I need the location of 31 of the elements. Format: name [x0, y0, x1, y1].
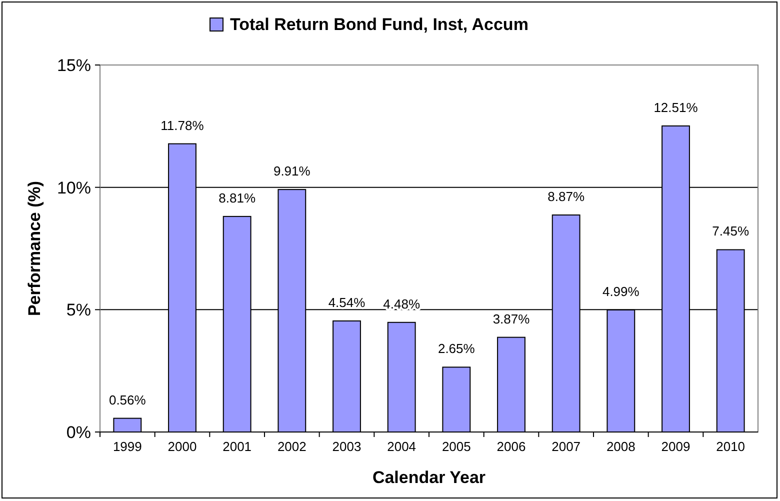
x-tick-label: 2002 — [277, 439, 306, 454]
x-tick-label: 2005 — [442, 439, 471, 454]
legend-label: Total Return Bond Fund, Inst, Accum — [230, 15, 528, 34]
data-label: 8.87% — [548, 188, 585, 204]
data-label: 9.91% — [273, 164, 311, 179]
x-tick-label: 2004 — [387, 439, 416, 454]
y-tick-label: 0% — [66, 422, 91, 442]
x-tick-label: 2003 — [332, 439, 362, 454]
data-label: 4.54% — [328, 294, 366, 310]
data-label: 11.78% — [160, 118, 204, 133]
y-tick-label: 5% — [66, 300, 91, 320]
y-axis-title: Performance (%) — [25, 180, 44, 316]
data-label: 7.45% — [712, 224, 750, 239]
x-tick-label: 2010 — [716, 439, 746, 454]
x-tick-label: 2009 — [661, 439, 690, 454]
data-label: 2.65% — [438, 341, 476, 356]
data-label: 3.87% — [492, 311, 530, 326]
data-label: 0.56% — [108, 392, 146, 408]
x-tick-label: 2007 — [552, 439, 581, 454]
y-tick-label: 10% — [56, 178, 91, 198]
x-tick-label: 2001 — [222, 439, 252, 454]
data-label: 4.99% — [602, 284, 640, 299]
x-tick-label: 2008 — [606, 439, 636, 454]
x-axis-title: Calendar Year — [372, 468, 486, 487]
x-tick-label: 2000 — [168, 439, 197, 454]
data-label: 12.51% — [654, 100, 698, 115]
data-label: 8.81% — [218, 190, 256, 206]
data-label: 4.48% — [383, 296, 420, 312]
x-tick-label: 1999 — [112, 439, 142, 454]
x-tick-label: 2006 — [496, 439, 526, 454]
y-tick-label: 15% — [56, 56, 91, 75]
